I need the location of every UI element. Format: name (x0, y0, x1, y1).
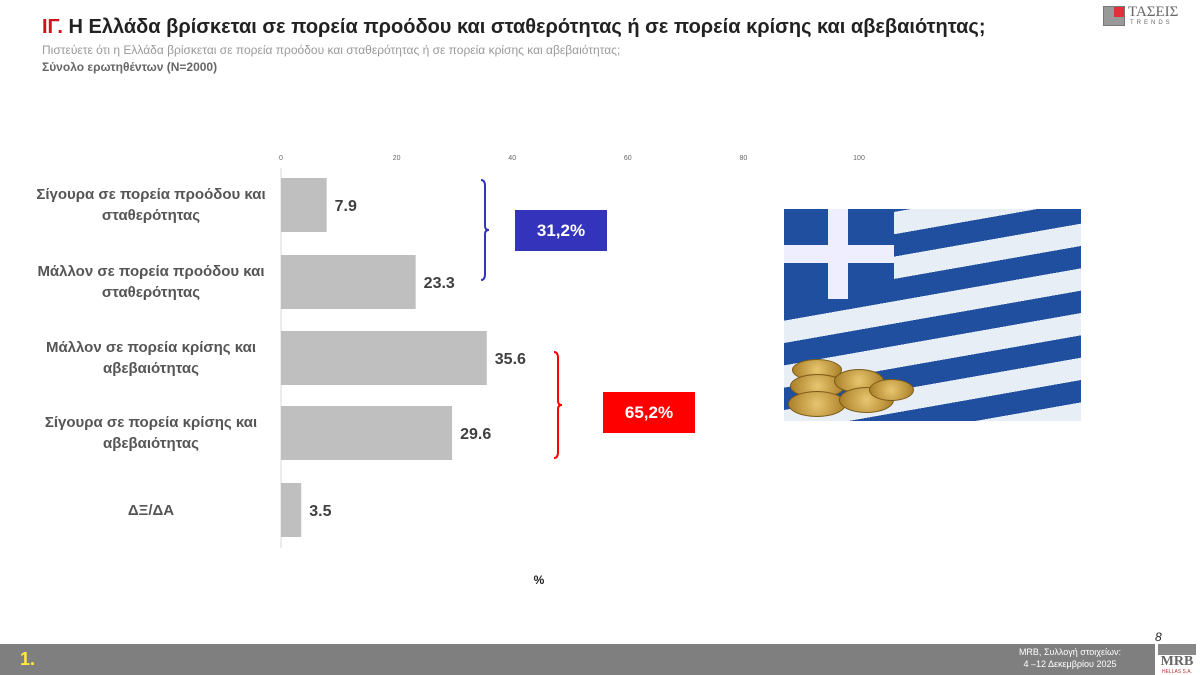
mrb-logo: MRB HELLAS S.A. (1158, 644, 1196, 675)
bar (281, 331, 487, 385)
x-tick-label: 100 (853, 155, 865, 162)
section-number: 1. (20, 649, 36, 669)
brace (553, 351, 563, 459)
category-label: Μάλλον σε πορεία κρίσης και αβεβαιότητας (45, 339, 257, 377)
page-number: 8 (1155, 630, 1162, 644)
greek-flag-coins-image (784, 209, 1081, 421)
annotation-box-progress: 31,2% (515, 210, 607, 251)
sample-base: Σύνολο ερωτηθέντων (N=2000) (42, 60, 218, 74)
bar (281, 483, 302, 537)
x-tick-label: 80 (740, 155, 748, 162)
data-label: 23.3 (424, 275, 455, 292)
footer-bar (0, 644, 1155, 675)
category-label: Σίγουρα σε πορεία προόδου και σταθερότητ… (36, 186, 266, 224)
x-axis-label: % (534, 573, 545, 587)
x-tick-label: 40 (508, 155, 516, 162)
data-label: 29.6 (460, 426, 491, 443)
taseis-logo: ΤΑΣΕΙΣ TRENDS (1103, 4, 1193, 28)
subtitle: Πιστεύετε ότι η Ελλάδα βρίσκεται σε πορε… (42, 43, 621, 57)
data-label: 35.6 (495, 351, 526, 368)
annotation-box-crisis: 65,2% (603, 392, 695, 433)
data-label: 7.9 (335, 198, 357, 215)
data-label: 3.5 (309, 503, 331, 520)
bar (281, 406, 453, 460)
brace (480, 179, 490, 281)
category-label: Σίγουρα σε πορεία κρίσης και αβεβαιότητα… (44, 414, 258, 452)
bar-chart: 0 20 40 60 80 100 7.9 23.3 35.6 29.6 3.5% (279, 155, 865, 587)
x-tick-label: 60 (624, 155, 632, 162)
bar (281, 178, 327, 232)
bar (281, 255, 416, 309)
page-title: ΙΓ. Η Ελλάδα βρίσκεται σε πορεία προόδου… (42, 16, 986, 38)
category-label: Μάλλον σε πορεία προόδου και σταθερότητα… (37, 263, 265, 301)
x-tick-label: 0 (279, 155, 283, 162)
x-tick-label: 20 (393, 155, 401, 162)
category-label: ΔΞ/ΔΑ (127, 501, 175, 519)
source-note: MRB, Συλλογή στοιχείων: 4 –12 Δεκεμβρίου … (1018, 647, 1122, 669)
